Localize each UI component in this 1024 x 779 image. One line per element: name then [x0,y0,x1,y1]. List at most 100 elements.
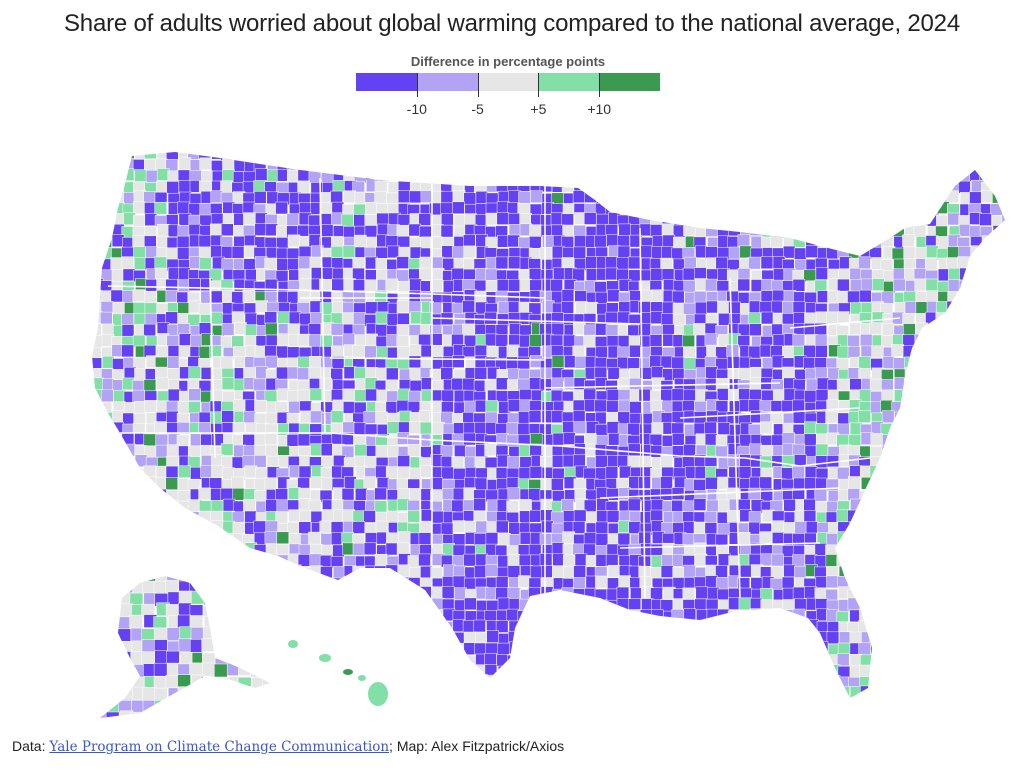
county-cell [1004,356,1005,370]
county-cell [980,456,993,470]
county-cell [969,697,983,698]
county-cell [991,720,1003,728]
source-link[interactable]: Yale Program on Climate Change Communica… [49,739,390,755]
county-cell [363,411,377,424]
county-cell [880,641,894,655]
county-cell [331,301,345,314]
county-cell [231,311,245,324]
county-cell [682,334,695,348]
county-cell [111,553,124,567]
county-cell [781,169,795,182]
county-cell [684,653,697,667]
county-cell [486,696,500,698]
county-cell [794,521,807,534]
county-cell [816,686,830,698]
county-cell [177,674,191,688]
county-cell [561,213,574,227]
county-cell [991,256,1004,269]
county-cell [880,620,894,634]
county-cell [341,643,355,657]
county-cell [750,620,763,634]
county-cell [804,390,817,403]
county-cell [276,531,290,545]
county-cell [344,685,357,698]
county-cell [92,152,103,161]
county-cell [1001,575,1005,589]
county-cell [715,445,728,459]
county-cell [156,322,170,335]
county-cell [948,620,962,634]
county-cell [726,697,739,698]
county-cell [717,192,730,206]
county-cell [464,446,478,459]
county-cell [970,664,983,678]
county-cell [106,628,121,643]
county-cell [222,543,235,557]
county-cell [564,653,577,667]
county-cell [231,587,244,601]
county-cell [913,599,927,613]
county-cell [333,455,346,468]
county-cell [539,247,553,260]
county-cell [882,152,895,160]
county-cell [661,720,673,728]
county-cell [105,686,120,700]
county-cell [583,620,597,634]
county-cell [881,323,895,336]
county-cell [286,599,299,612]
county-cell [971,543,984,556]
county-cell [949,696,962,698]
county-cell [112,566,125,579]
county-cell [640,543,653,556]
county-cell [144,564,157,577]
county-cell [913,665,926,679]
county-cell [276,598,290,612]
county-cell [828,226,841,239]
county-cell [979,576,992,589]
county-cell [793,181,807,195]
county-cell [575,709,587,721]
county-cell [629,631,643,645]
county-cell [695,201,709,215]
county-cell [727,610,741,623]
county-cell [121,664,135,678]
county-cell [904,410,917,424]
county-cell [937,655,951,668]
county-cell [123,511,136,524]
county-cell [794,171,808,184]
county-cell [925,599,939,613]
county-cell [463,696,477,698]
county-cell [397,576,411,590]
county-cell [914,190,927,204]
county-cell [660,355,674,369]
county-cell [297,664,311,677]
county-cell [839,192,852,206]
county-cell [717,523,730,536]
county-cell [440,367,453,380]
county-cell [683,357,697,370]
county-cell [386,169,399,182]
county-cell [506,344,520,358]
county-cell [309,643,322,657]
county-cell [231,456,245,470]
county-cell [506,356,519,370]
county-cell [617,311,630,325]
county-cell [594,180,608,194]
county-cell [134,542,147,556]
county-cell [343,226,356,239]
county-cell [902,234,915,248]
county-cell [431,510,445,524]
county-cell [122,268,136,282]
county-cell [310,159,323,173]
county-cell [264,311,278,324]
county-cell [738,711,750,723]
county-cell [131,700,145,714]
county-cell [1002,290,1005,304]
county-cell [704,278,718,292]
county-cell [618,389,632,402]
county-cell [926,674,940,687]
county-cell [858,179,871,192]
county-cell [870,586,884,599]
county-cell [121,256,135,269]
county-cell [220,487,234,501]
